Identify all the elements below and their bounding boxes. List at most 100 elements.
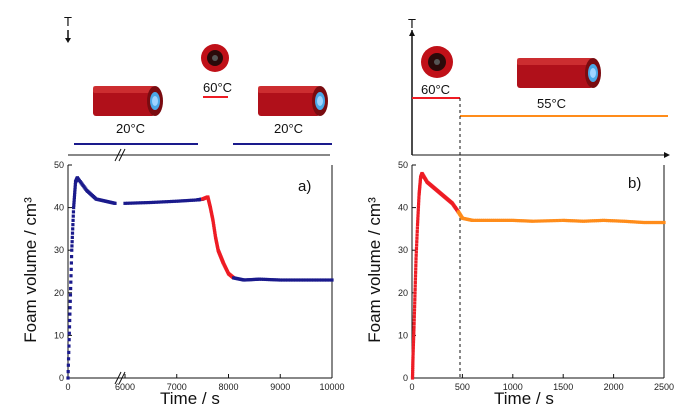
data-point	[418, 184, 422, 188]
data-point	[177, 199, 181, 203]
data-point	[646, 220, 650, 225]
data-point	[257, 277, 262, 281]
data-point	[411, 372, 415, 376]
data-point	[599, 218, 604, 223]
data-point	[416, 217, 420, 221]
data-point	[585, 219, 589, 223]
data-point	[603, 218, 608, 223]
foam-cylinder-icon	[93, 86, 163, 116]
data-point	[650, 220, 654, 225]
data-point	[411, 363, 415, 367]
data-point	[583, 219, 587, 223]
data-point	[325, 278, 329, 282]
data-point	[540, 219, 544, 223]
data-point	[567, 219, 571, 223]
data-point	[482, 218, 487, 222]
data-point	[412, 328, 416, 332]
x-tick-label: 10000	[319, 382, 344, 392]
x-tick-label: 9000	[270, 382, 290, 392]
data-point	[212, 223, 216, 228]
data-point	[113, 201, 117, 205]
data-point	[415, 233, 419, 237]
data-point	[644, 220, 648, 225]
data-point	[296, 278, 300, 282]
data-point	[211, 218, 215, 222]
data-point	[68, 306, 72, 310]
data-point	[414, 257, 418, 261]
data-point	[213, 232, 217, 236]
data-point	[558, 218, 562, 223]
data-point	[162, 200, 166, 204]
panel-label-b: b)	[628, 175, 641, 192]
data-point	[597, 218, 602, 223]
data-point	[591, 219, 596, 223]
data-point	[70, 248, 74, 252]
data-point	[67, 338, 71, 342]
data-point	[413, 284, 417, 288]
data-point	[418, 177, 423, 182]
data-point	[411, 355, 415, 359]
data-point	[642, 220, 646, 225]
x-axis-label-b: Time / s	[494, 389, 554, 408]
data-point	[412, 325, 416, 329]
data-point	[411, 357, 415, 361]
data-point	[543, 219, 547, 223]
data-point	[136, 201, 140, 205]
data-point	[624, 219, 628, 223]
temperature-axis-symbol-b: T	[408, 16, 416, 31]
data-point	[411, 365, 415, 369]
data-point	[413, 280, 417, 285]
data-point	[521, 219, 525, 223]
data-point	[72, 193, 77, 197]
data-point	[511, 218, 515, 222]
data-point	[416, 220, 420, 224]
data-point	[179, 199, 183, 203]
data-point	[417, 199, 421, 203]
data-point	[70, 231, 75, 235]
data-point	[264, 277, 268, 282]
data-point	[472, 218, 477, 222]
data-point	[69, 280, 73, 284]
data-point	[523, 219, 527, 223]
data-point	[595, 219, 600, 223]
data-point	[563, 218, 567, 223]
data-marks-a	[66, 176, 334, 380]
data-point	[654, 220, 658, 225]
data-point	[413, 291, 417, 295]
y-tick-label: 10	[398, 330, 408, 340]
data-point	[327, 278, 332, 282]
data-point	[497, 218, 501, 222]
data-point	[322, 278, 326, 282]
temperature-label-b-1: 60°C	[421, 82, 450, 97]
data-point	[577, 219, 581, 223]
panel-a: T	[21, 14, 345, 408]
data-point	[414, 250, 418, 254]
data-point	[125, 201, 130, 205]
data-point	[531, 219, 535, 223]
data-point	[69, 286, 73, 291]
data-point	[652, 220, 656, 225]
data-point	[505, 218, 509, 222]
data-point	[491, 218, 495, 222]
data-point	[138, 201, 143, 205]
data-point	[68, 293, 73, 297]
data-point	[415, 236, 419, 240]
data-point	[417, 202, 421, 206]
data-point	[193, 198, 197, 202]
data-point	[266, 277, 270, 282]
data-point	[412, 331, 416, 335]
x-tick-label: 500	[455, 382, 470, 392]
data-point	[69, 261, 73, 265]
data-point	[640, 220, 644, 224]
data-point	[412, 334, 416, 338]
data-point	[561, 218, 565, 222]
data-point	[67, 325, 72, 329]
data-point	[620, 219, 624, 223]
x-axis-label-a: Time / s	[160, 389, 220, 408]
data-point	[291, 278, 295, 282]
data-point	[69, 267, 73, 271]
data-point	[66, 376, 70, 380]
data-point	[73, 185, 77, 189]
data-point	[546, 219, 550, 223]
data-point	[66, 370, 70, 374]
